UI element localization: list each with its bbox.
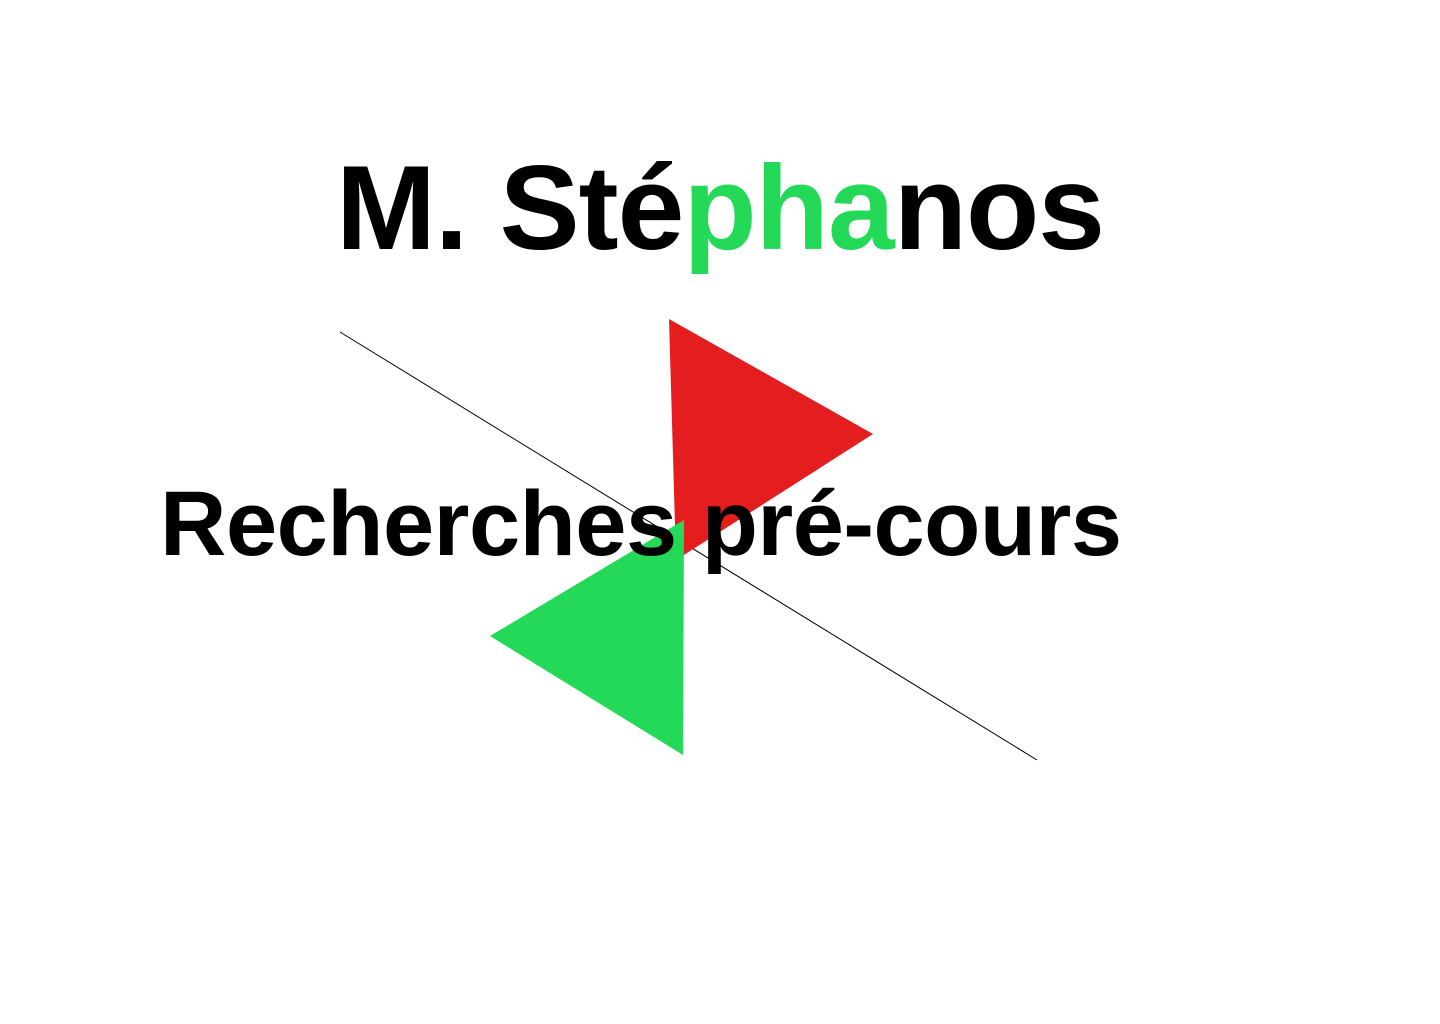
title-part-2: nos [893,141,1105,276]
red-triangle [669,319,873,560]
page-title: M. Stéphanos [0,142,1440,274]
green-triangle [490,520,684,755]
title-accent: pha [683,141,894,276]
subtitle: Recherches pré-cours [160,473,1122,575]
title-part-1: M. Sté [335,141,684,276]
